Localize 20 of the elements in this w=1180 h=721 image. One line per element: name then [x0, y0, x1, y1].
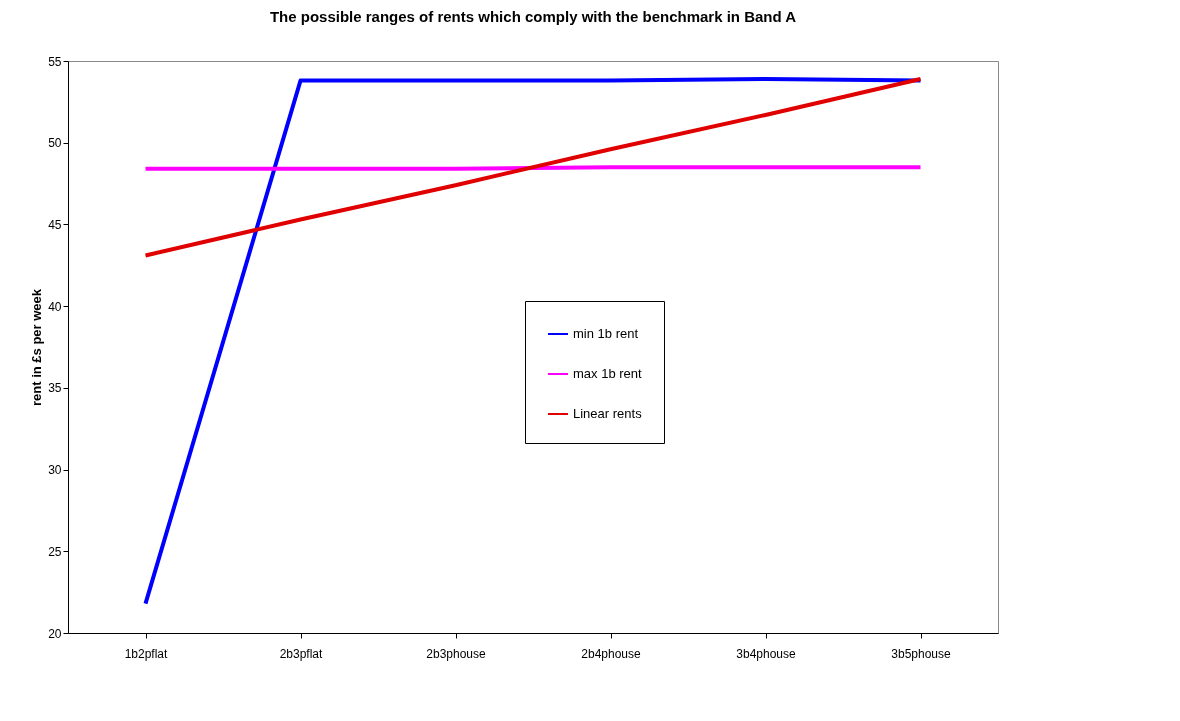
x-tick-label: 2b4phouse	[581, 646, 642, 661]
legend-label: min 1b rent	[573, 326, 639, 341]
y-tick-label: 50	[48, 136, 62, 151]
line-series	[143, 76, 923, 258]
y-tick-label: 20	[48, 626, 62, 641]
chart-title: The possible ranges of rents which comply with the benchmark in Band A	[269, 8, 797, 25]
y-tick-label: 55	[48, 54, 62, 69]
x-tick-label: 3b5phouse	[891, 646, 952, 661]
legend-label: max 1b rent	[573, 366, 643, 381]
x-tick-label: 2b3phouse	[426, 646, 487, 661]
y-tick-label: 40	[48, 299, 62, 314]
legend-label: Linear rents	[573, 406, 643, 421]
y-tick-label: 35	[48, 381, 62, 396]
y-tick-label: 45	[48, 217, 62, 232]
y-tick-label: 30	[48, 463, 62, 478]
x-tick-label: 3b4phouse	[736, 646, 797, 661]
x-tick-label: 2b3pflat	[279, 646, 324, 661]
x-tick-label: 1b2pflat	[124, 646, 169, 661]
y-tick-label: 25	[48, 544, 62, 559]
y-axis-title: rent in £s per week	[29, 288, 45, 407]
